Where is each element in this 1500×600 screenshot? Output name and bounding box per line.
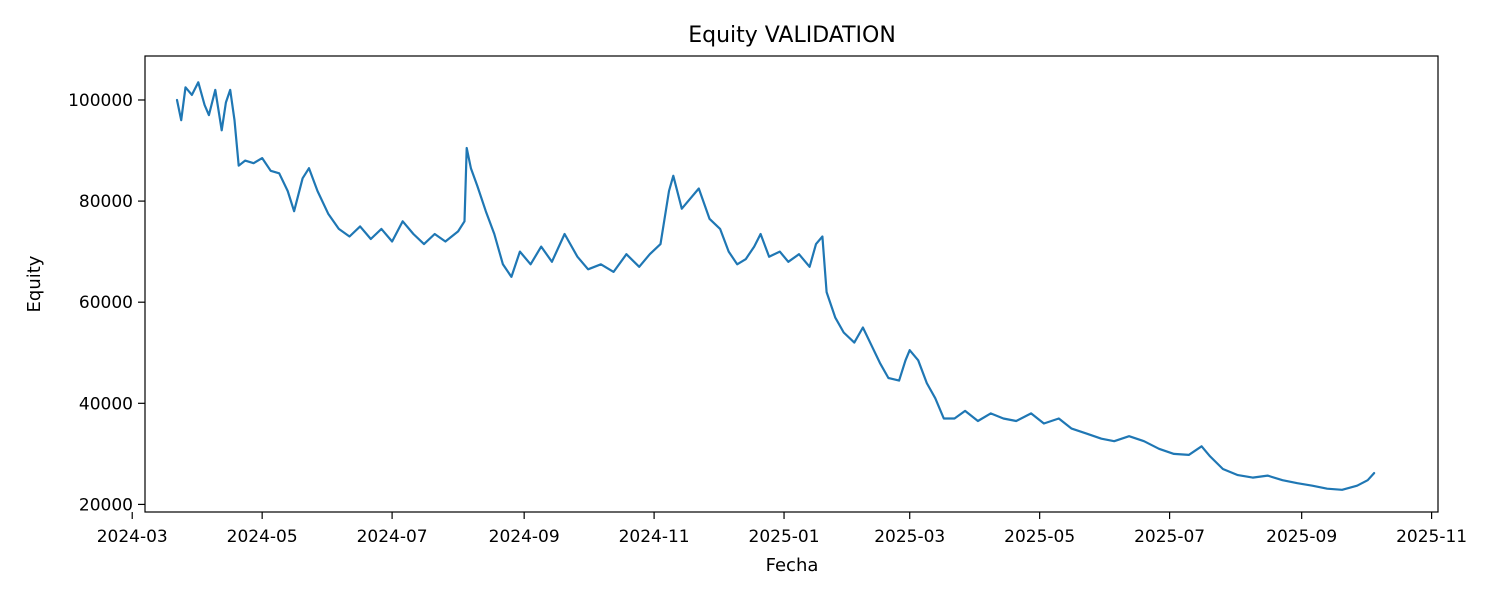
y-axis: 20000 40000 60000 80000 100000: [68, 91, 145, 515]
plot-area: [175, 81, 1376, 491]
chart-title: Equity VALIDATION: [688, 23, 896, 48]
x-tick-label: 2024-09: [489, 527, 560, 547]
equity-series-line: [175, 81, 1376, 491]
y-tick-label: 100000: [68, 91, 133, 111]
x-tick-label: 2025-01: [749, 527, 820, 547]
x-tick-label: 2025-05: [1004, 527, 1075, 547]
x-axis-label: Fecha: [766, 555, 819, 576]
x-tick-label: 2024-07: [357, 527, 428, 547]
y-tick-label: 60000: [79, 293, 133, 313]
y-tick-label: 80000: [79, 192, 133, 212]
x-tick-label: 2024-03: [97, 527, 168, 547]
plot-frame: [144, 55, 1439, 513]
x-tick-label: 2024-11: [619, 527, 690, 547]
y-tick-label: 20000: [79, 495, 133, 515]
x-tick-label: 2024-05: [227, 527, 298, 547]
y-tick-label: 40000: [79, 394, 133, 414]
x-tick-label: 2025-09: [1266, 527, 1337, 547]
x-axis: 2024-03 2024-05 2024-07 2024-09 2024-11 2025-…: [97, 512, 1467, 547]
x-tick-label: 2025-11: [1396, 527, 1467, 547]
y-axis-label: Equity: [24, 255, 45, 312]
x-tick-label: 2025-07: [1134, 527, 1205, 547]
x-tick-label: 2025-03: [874, 527, 945, 547]
